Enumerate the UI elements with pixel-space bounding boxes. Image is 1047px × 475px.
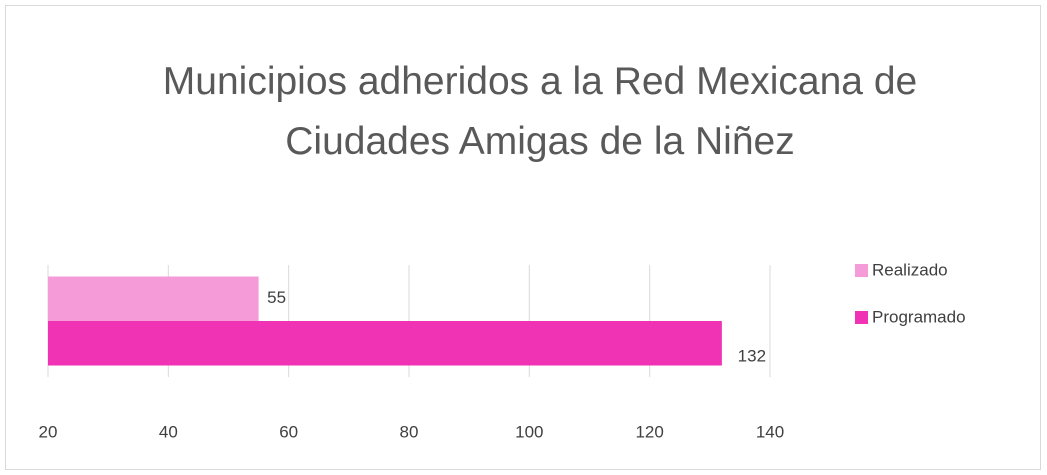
x-tick-label: 140 [756,422,784,441]
data-label: 132 [738,347,766,366]
legend-label: Realizado [872,260,948,279]
chart-title: Municipios adheridos a la Red Mexicana d… [162,60,918,163]
data-label: 55 [267,288,286,307]
x-tick-label: 120 [635,422,663,441]
legend-swatch [855,264,868,277]
x-tick-label: 60 [279,422,298,441]
legend-swatch [855,311,868,324]
x-tick-label: 100 [515,422,543,441]
x-tick-label: 80 [400,422,419,441]
bar [48,276,259,321]
bar [48,321,722,366]
x-tick-label: 40 [159,422,178,441]
chart-border [5,5,1041,470]
legend-label: Programado [872,307,966,326]
x-tick-label: 20 [39,422,58,441]
